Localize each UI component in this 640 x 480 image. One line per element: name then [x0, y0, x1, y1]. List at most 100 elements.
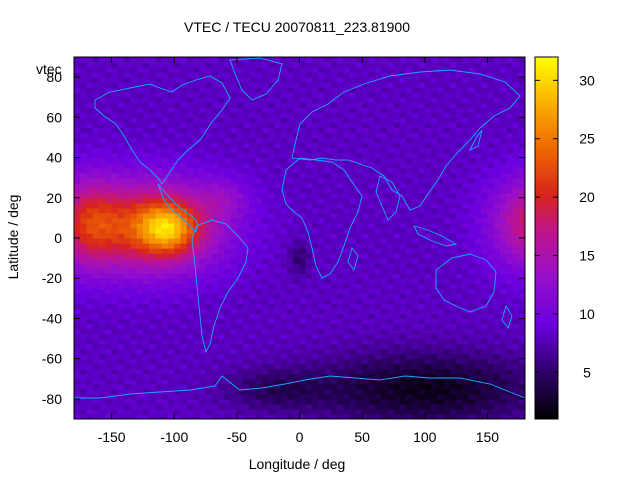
heat-cell: [405, 288, 413, 294]
heat-cell: [387, 137, 395, 144]
heat-cell: [117, 333, 125, 340]
heat-cell: [243, 328, 250, 335]
heat-cell: [205, 207, 213, 214]
heat-cell: [117, 383, 125, 390]
heat-cell: [111, 378, 119, 385]
heat-cell: [374, 258, 382, 264]
heat-cell: [180, 368, 188, 375]
heat-cell: [487, 253, 495, 259]
heat-cell: [199, 393, 207, 400]
heat-cell: [155, 122, 163, 128]
heat-cell: [443, 278, 451, 284]
heat-cell: [136, 298, 144, 304]
heat-cell: [224, 112, 232, 118]
heat-cell: [499, 348, 507, 355]
heat-cell: [261, 197, 269, 204]
heat-cell: [280, 202, 288, 209]
heat-cell: [136, 187, 144, 194]
heat-cell: [286, 338, 294, 345]
heat-cell: [349, 122, 357, 128]
heat-cell: [80, 388, 88, 395]
heat-cell: [330, 378, 338, 385]
heat-cell: [155, 298, 163, 304]
heat-cell: [393, 227, 401, 234]
heat-cell: [374, 107, 382, 113]
heat-cell: [487, 358, 495, 365]
heat-cell: [280, 293, 288, 299]
heat-cell: [218, 177, 225, 184]
heat-cell: [268, 227, 276, 234]
heat-cell: [268, 288, 276, 294]
heat-cell: [280, 117, 288, 123]
heat-cell: [117, 182, 125, 189]
heat-cell: [130, 152, 138, 159]
heat-cell: [399, 363, 407, 370]
heat-cell: [230, 343, 238, 350]
heat-cell: [293, 398, 301, 405]
heat-cell: [468, 202, 476, 209]
heat-cell: [493, 263, 501, 269]
heat-cell: [368, 343, 376, 350]
heat-cell: [74, 353, 81, 360]
heat-cell: [349, 142, 357, 149]
heat-cell: [80, 137, 88, 144]
heat-cell: [99, 87, 106, 93]
heat-cell: [99, 97, 106, 103]
heat-cell: [506, 273, 514, 279]
heat-cell: [105, 278, 113, 284]
heat-cell: [418, 137, 426, 144]
heat-cell: [424, 162, 432, 169]
heat-cell: [261, 192, 269, 199]
heat-cell: [499, 358, 507, 365]
heat-cell: [224, 162, 232, 169]
heat-cell: [512, 273, 520, 279]
heat-cell: [437, 283, 445, 289]
heat-cell: [236, 303, 244, 309]
heat-cell: [499, 333, 507, 340]
heat-cell: [456, 338, 463, 345]
heat-cell: [161, 117, 169, 123]
heat-cell: [337, 278, 344, 284]
heat-cell: [293, 162, 301, 169]
heat-cell: [280, 388, 288, 395]
heat-cell: [174, 343, 182, 350]
heat-cell: [412, 363, 420, 370]
heat-cell: [424, 72, 432, 78]
heat-cell: [268, 348, 276, 355]
heat-cell: [136, 132, 144, 139]
heat-cell: [105, 197, 113, 204]
heat-cell: [418, 152, 426, 159]
heat-cell: [299, 298, 307, 304]
heat-cell: [362, 232, 369, 239]
heat-cell: [443, 147, 451, 154]
heat-cell: [512, 122, 520, 128]
heat-cell: [193, 147, 200, 154]
heat-cell: [293, 238, 301, 244]
heat-cell: [255, 227, 263, 234]
heat-cell: [280, 157, 288, 164]
heat-cell: [224, 413, 232, 419]
heat-cell: [186, 243, 194, 249]
heat-cell: [130, 102, 138, 108]
heat-cell: [142, 308, 150, 315]
heat-cell: [312, 408, 319, 415]
heat-cell: [80, 328, 88, 335]
heat-cell: [111, 92, 119, 98]
heat-cell: [305, 348, 313, 355]
heat-cell: [374, 72, 382, 78]
heat-cell: [481, 82, 489, 88]
heat-cell: [418, 318, 426, 325]
heat-cell: [362, 248, 369, 254]
heat-cell: [318, 197, 326, 204]
heat-cell: [224, 212, 232, 219]
heat-cell: [243, 147, 250, 154]
heat-cell: [387, 202, 395, 209]
heat-cell: [130, 373, 138, 380]
heat-cell: [330, 187, 338, 194]
heat-cell: [487, 248, 495, 254]
heat-cell: [343, 258, 351, 264]
heat-cell: [80, 238, 88, 244]
heat-cell: [136, 197, 144, 204]
heat-cell: [343, 368, 351, 375]
heat-cell: [499, 137, 507, 144]
